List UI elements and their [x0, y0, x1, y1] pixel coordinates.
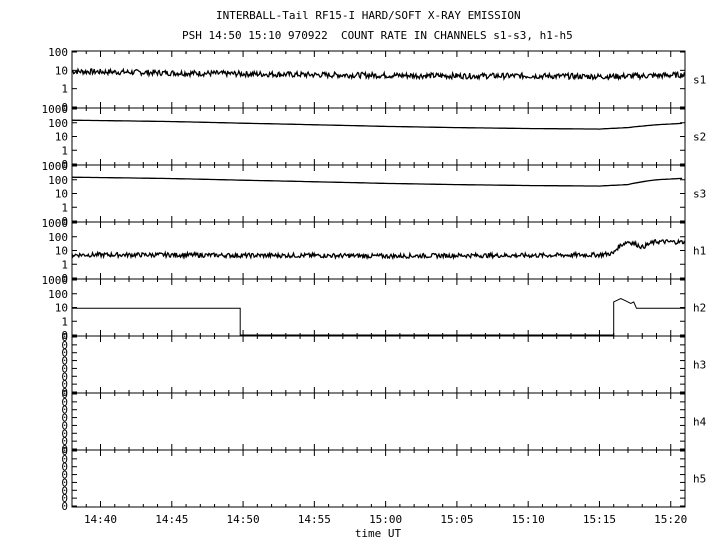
x-tick-label: 14:45 [155, 513, 188, 526]
panel-frame-h1 [71, 221, 686, 280]
y-tick-label: 0 [61, 427, 68, 440]
y-tick-label: 0 [61, 469, 68, 482]
y-tick-label: 0 [61, 388, 68, 401]
y-tick-label: 0 [61, 445, 68, 458]
x-tick-label: 15:10 [512, 513, 545, 526]
channel-label-h2: h2 [693, 302, 706, 315]
channel-label-s3: s3 [693, 188, 706, 201]
series-line-s2 [71, 119, 683, 130]
y-tick-label: 10 [55, 188, 68, 201]
y-tick-label: 1 [61, 144, 68, 157]
y-tick-label: 0 [61, 362, 68, 375]
channel-label-h4: h4 [693, 416, 707, 429]
y-tick-label: 100 [48, 174, 68, 187]
y-tick-label: 1000 [42, 103, 69, 116]
y-tick-label: 0 [61, 378, 68, 391]
panel-frame-h4 [71, 392, 686, 451]
y-tick-label: 0 [61, 419, 68, 432]
y-tick-label: 0 [61, 500, 68, 513]
y-tick-label: 0 [61, 331, 68, 344]
y-tick-label: 0 [61, 484, 68, 497]
y-tick-label: 0 [61, 386, 68, 399]
y-tick-label: 0 [61, 453, 68, 466]
y-tick-label: 0 [61, 370, 68, 383]
panel-frame-s2 [71, 107, 686, 166]
y-tick-label: 0 [61, 461, 68, 474]
series-line-s3 [71, 176, 683, 187]
y-tick-label: 0 [61, 339, 68, 352]
y-tick-label: 0 [61, 443, 68, 456]
series-line-h2 [72, 298, 685, 336]
y-tick-label: 0 [61, 272, 68, 285]
series-line-h1 [71, 238, 686, 261]
y-tick-label: 0 [61, 158, 68, 171]
x-axis-label: time UT [355, 527, 402, 540]
y-tick-label: 100 [48, 231, 68, 244]
y-tick-label: 1 [61, 258, 68, 271]
y-tick-label: 0 [61, 396, 68, 409]
x-tick-label: 14:50 [227, 513, 260, 526]
channel-label-s2: s2 [693, 131, 706, 144]
y-tick-label: 0 [61, 476, 68, 489]
y-tick-label: 1000 [42, 274, 69, 287]
y-tick-label: 100 [48, 46, 68, 59]
panel-frame-h2 [71, 278, 686, 337]
y-tick-label: 0 [61, 101, 68, 114]
y-tick-label: 1 [61, 83, 68, 96]
chart-subtitle: PSH 14:50 15:10 970922 COUNT RATE IN CHA… [182, 29, 573, 42]
y-tick-label: 0 [61, 492, 68, 505]
y-tick-label: 0 [61, 404, 68, 417]
y-tick-label: 0 [61, 412, 68, 425]
y-tick-label: 10 [55, 131, 68, 144]
channel-label-s1: s1 [693, 74, 706, 87]
y-tick-label: 1000 [42, 217, 69, 230]
y-tick-label: 1000 [42, 160, 69, 173]
x-tick-label: 14:55 [298, 513, 331, 526]
channel-label-h1: h1 [693, 245, 706, 258]
y-tick-label: 0 [61, 329, 68, 342]
y-tick-label: 0 [61, 215, 68, 228]
chart-title: INTERBALL-Tail RF15-I HARD/SOFT X-RAY EM… [216, 9, 521, 22]
x-tick-label: 15:05 [440, 513, 473, 526]
x-tick-label: 15:15 [583, 513, 616, 526]
panel-frame-h5 [71, 449, 686, 508]
panel-frame-s3 [71, 164, 686, 223]
channel-label-h5: h5 [693, 473, 706, 486]
y-tick-label: 0 [61, 355, 68, 368]
y-tick-label: 0 [61, 435, 68, 448]
x-tick-label: 14:40 [84, 513, 117, 526]
panel-frame-h3 [71, 335, 686, 394]
y-tick-label: 100 [48, 117, 68, 130]
y-tick-label: 1 [61, 315, 68, 328]
y-tick-label: 0 [61, 347, 68, 360]
y-tick-label: 10 [55, 302, 68, 315]
x-tick-label: 15:20 [654, 513, 687, 526]
channel-label-h3: h3 [693, 359, 706, 372]
series-line-s1 [71, 67, 686, 82]
y-tick-label: 10 [55, 64, 68, 77]
y-tick-label: 1 [61, 201, 68, 214]
y-tick-label: 10 [55, 245, 68, 258]
x-tick-label: 15:00 [369, 513, 402, 526]
y-tick-label: 100 [48, 288, 68, 301]
